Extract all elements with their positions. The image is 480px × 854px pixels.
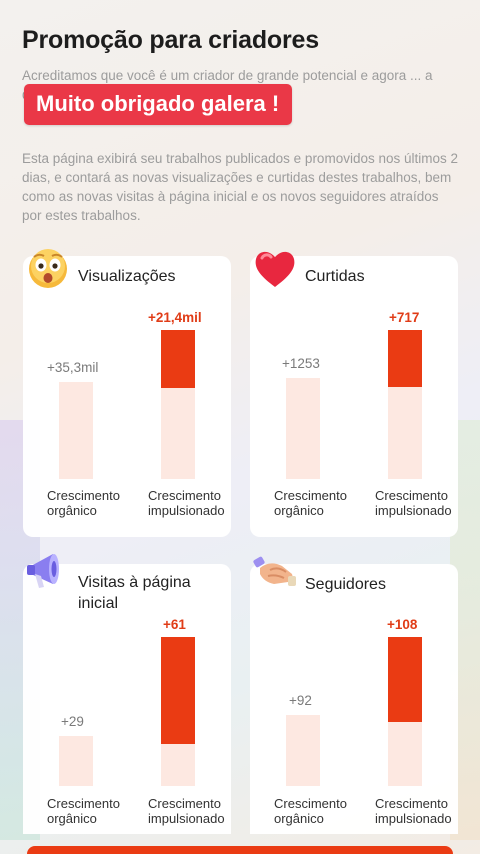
primary-action-button[interactable] (27, 846, 453, 854)
organic-value: +35,3mil (47, 360, 99, 375)
boosted-label: Crescimento impulsionado (375, 796, 452, 826)
heart-icon (252, 246, 298, 292)
organic-value: +92 (289, 693, 312, 708)
stat-card-likes: Curtidas +1253 +717 Crescimento orgânico… (250, 251, 458, 537)
boosted-bar-fill (388, 637, 422, 722)
organic-label: Crescimento orgânico (274, 796, 347, 826)
stat-card-views: Visualizações +35,3mil +21,4mil Crescime… (23, 249, 231, 537)
thank-you-banner: Muito obrigado galera ! (24, 84, 293, 125)
organic-label: Crescimento orgânico (47, 796, 120, 826)
card-title: Visitas à página inicial (78, 574, 191, 612)
organic-value: +1253 (282, 356, 320, 371)
boosted-bar-fill (161, 637, 195, 744)
organic-value: +29 (61, 714, 84, 729)
boosted-value: +21,4mil (148, 310, 202, 325)
explanation-text: Esta página exibirá seu trabalhos public… (22, 151, 459, 223)
boosted-value: +717 (389, 310, 420, 325)
boosted-label: Crescimento impulsionado (375, 488, 452, 518)
boosted-value: +108 (387, 617, 418, 632)
organic-label: Crescimento orgânico (47, 488, 120, 518)
boosted-bar-fill (161, 330, 195, 388)
organic-bar (59, 382, 93, 479)
page-title: Promoção para criadores (22, 26, 319, 54)
organic-bar (286, 715, 320, 786)
card-title: Seguidores (305, 576, 386, 593)
card-title: Visualizações (78, 268, 176, 285)
megaphone-icon (23, 546, 71, 594)
boosted-bar-fill (388, 330, 422, 387)
stat-card-followers: Seguidores +92 +108 Crescimento orgânico… (250, 556, 458, 834)
stat-card-profile-visits: Visitas à página inicial +29 +61 Crescim… (23, 554, 231, 834)
organic-label: Crescimento orgânico (274, 488, 347, 518)
boosted-label: Crescimento impulsionado (148, 796, 225, 826)
organic-bar (286, 378, 320, 479)
boosted-label: Crescimento impulsionado (148, 488, 225, 518)
surprised-emoji-icon (25, 246, 71, 292)
handshake-icon (252, 552, 298, 598)
card-title: Curtidas (305, 268, 365, 285)
boosted-value: +61 (163, 617, 186, 632)
organic-bar (59, 736, 93, 786)
